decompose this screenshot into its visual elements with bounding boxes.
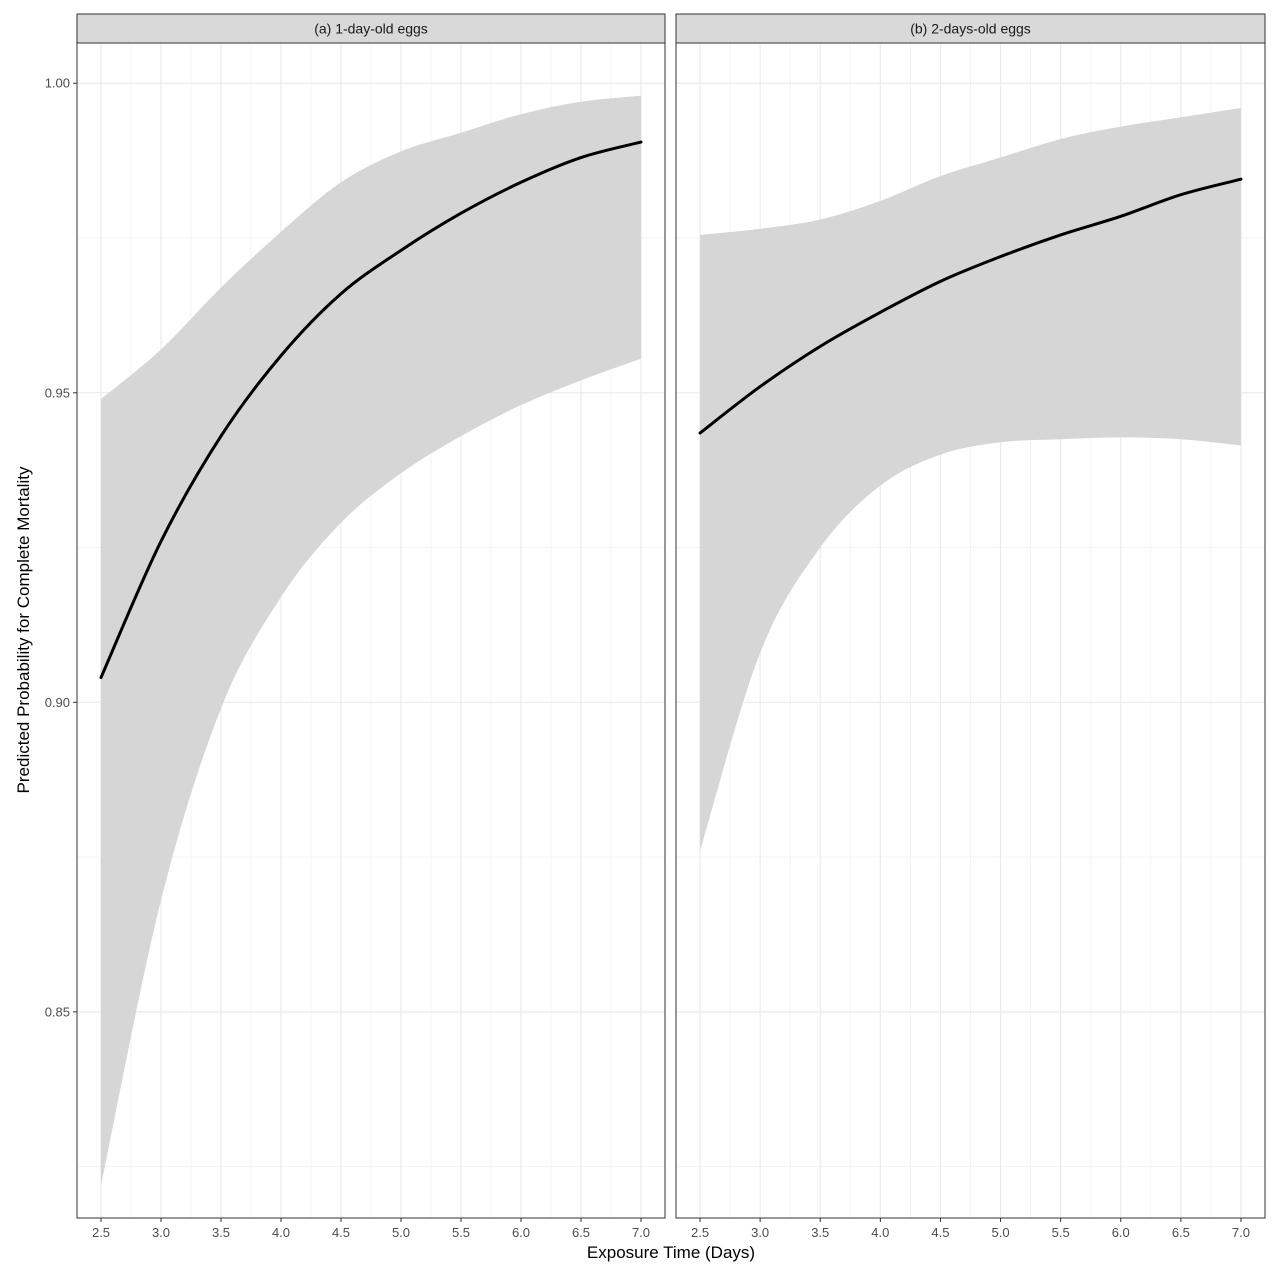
fitted-line	[698, 177, 1243, 435]
x-tick-label: 7.0	[632, 1225, 650, 1240]
strip-label: (b) 2-days-old eggs	[910, 21, 1031, 37]
y-tick-label: 0.90	[45, 695, 70, 710]
x-tick-label: 6.5	[572, 1225, 590, 1240]
y-axis-title: Predicted Probability for Complete Morta…	[14, 466, 33, 793]
x-tick-label: 2.5	[691, 1225, 709, 1240]
y-tick-label: 0.95	[45, 385, 70, 400]
x-tick-label: 2.5	[92, 1225, 110, 1240]
x-tick-label: 3.5	[212, 1225, 230, 1240]
x-tick-label: 3.5	[811, 1225, 829, 1240]
x-tick-label: 3.0	[751, 1225, 769, 1240]
panel-2: (b) 2-days-old eggs 2.5 3.0 3.5 4.0 4.5 5.0 5.5…	[675, 13, 1266, 1240]
panel-1: (a) 1-day-old eggs 2.5 3.0 3.5 4.0 4.5 5.0 5.5 6…	[45, 13, 666, 1240]
panels-layer: (a) 1-day-old eggs 2.5 3.0 3.5 4.0 4.5 5.0 5.5 6…	[45, 13, 1266, 1240]
x-tick-label: 4.5	[332, 1225, 350, 1240]
x-tick-label: 4.0	[272, 1225, 290, 1240]
x-tick-label: 3.0	[152, 1225, 170, 1240]
x-tick-label: 5.0	[392, 1225, 410, 1240]
strip-background	[76, 13, 666, 44]
x-tick-label: 6.0	[1112, 1225, 1130, 1240]
strip-label: (a) 1-day-old eggs	[314, 21, 428, 37]
x-tick-label: 7.0	[1232, 1225, 1250, 1240]
y-tick-label: 1.00	[45, 76, 70, 91]
strip-background	[675, 13, 1266, 44]
confidence-ribbon	[700, 108, 1241, 851]
confidence-ribbon	[101, 95, 641, 1186]
x-tick-label: 5.0	[992, 1225, 1010, 1240]
x-tick-label: 6.5	[1172, 1225, 1190, 1240]
x-tick-label: 6.0	[512, 1225, 530, 1240]
x-tick-label: 4.5	[931, 1225, 949, 1240]
x-axis-title: Exposure Time (Days)	[587, 1243, 755, 1262]
x-tick-label: 4.0	[871, 1225, 889, 1240]
y-tick-label: 0.85	[45, 1004, 70, 1019]
x-tick-label: 5.5	[1052, 1225, 1070, 1240]
x-tick-label: 5.5	[452, 1225, 470, 1240]
fitted-line	[99, 140, 643, 680]
